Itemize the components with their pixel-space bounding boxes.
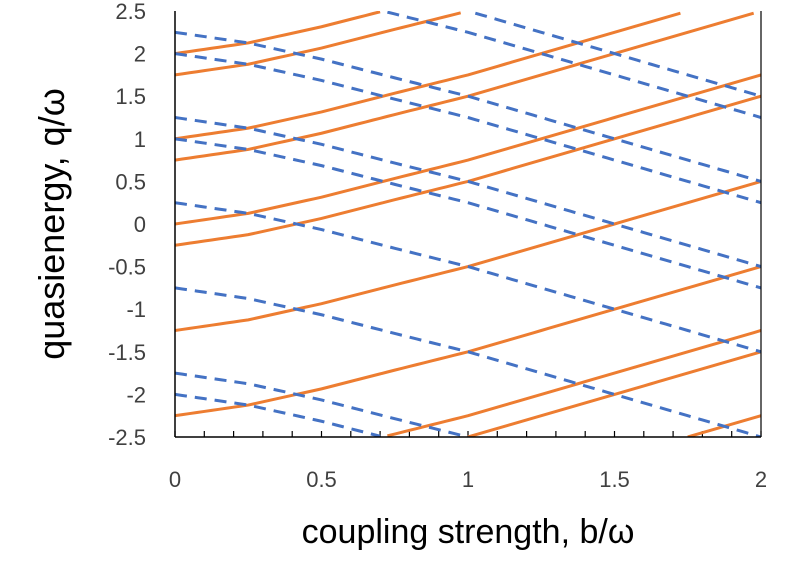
x-minor-ticks xyxy=(174,431,762,437)
y-tick-label: 0.5 xyxy=(115,169,146,194)
solid-orange-curve xyxy=(175,11,761,437)
x-axis-title: coupling strength, b/ω xyxy=(302,513,635,551)
dashed-blue-curve xyxy=(175,116,761,269)
solid-orange-curve xyxy=(175,11,761,437)
dashed-blue-curve xyxy=(175,11,761,437)
axes xyxy=(174,11,762,438)
y-tick-label: -2.5 xyxy=(108,425,146,450)
solid-orange-curve xyxy=(175,11,761,437)
y-tick-label: 0 xyxy=(134,212,146,237)
dashed-blue-curve xyxy=(175,286,761,437)
x-tick-label: 2 xyxy=(755,467,767,492)
solid-orange-curve xyxy=(175,13,761,437)
solid-orange-curve xyxy=(175,265,761,418)
y-tick-label: -2 xyxy=(126,382,146,407)
dashed-blue-curve xyxy=(175,30,761,183)
y-tick-label: 2 xyxy=(134,42,146,67)
y-tick-label: -1.5 xyxy=(108,340,146,365)
y-tick-label: -1 xyxy=(126,297,146,322)
y-tick-label: 1.5 xyxy=(115,84,146,109)
x-tick-label: 1 xyxy=(462,467,474,492)
dashed-blue-curve xyxy=(175,52,761,205)
y-tick-label: 1 xyxy=(134,127,146,152)
x-tick-label: 0 xyxy=(169,467,181,492)
y-tick-labels: 2.5 2 1.5 1 0.5 0 -0.5 -1 -1.5 -2 -2.5 xyxy=(108,0,146,450)
x-tick-label: 1.5 xyxy=(599,467,630,492)
x-tick-labels: 0 0.5 1 1.5 2 xyxy=(169,467,767,492)
y-tick-label: 2.5 xyxy=(115,0,146,24)
dashed-blue-curve xyxy=(175,201,761,354)
y-axis-title: quasienergy, q/ω xyxy=(31,88,72,360)
solid-orange-curve xyxy=(175,73,761,226)
curves xyxy=(175,11,761,437)
x-tick-label: 0.5 xyxy=(306,467,337,492)
dashed-blue-curve xyxy=(175,11,761,437)
y-tick-label: -0.5 xyxy=(108,255,146,280)
dashed-blue-curve xyxy=(175,137,761,290)
